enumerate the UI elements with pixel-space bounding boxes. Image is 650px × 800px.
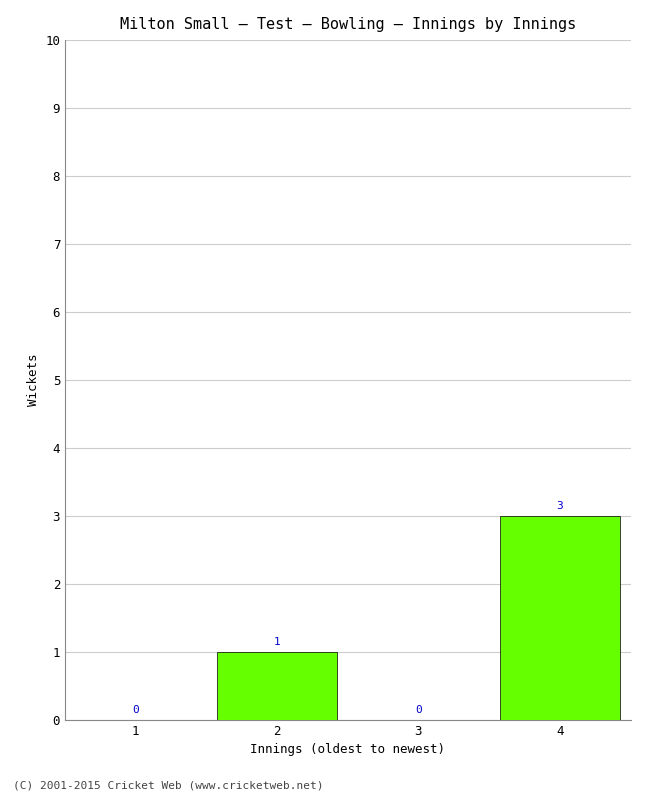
- Bar: [217, 652, 337, 720]
- Bar: [500, 516, 620, 720]
- Text: 0: 0: [415, 706, 422, 715]
- Text: 1: 1: [274, 638, 280, 647]
- Text: 3: 3: [556, 502, 563, 511]
- X-axis label: Innings (oldest to newest): Innings (oldest to newest): [250, 743, 445, 757]
- Title: Milton Small – Test – Bowling – Innings by Innings: Milton Small – Test – Bowling – Innings …: [120, 17, 576, 32]
- Text: 0: 0: [133, 706, 139, 715]
- Text: (C) 2001-2015 Cricket Web (www.cricketweb.net): (C) 2001-2015 Cricket Web (www.cricketwe…: [13, 780, 324, 790]
- Y-axis label: Wickets: Wickets: [27, 354, 40, 406]
